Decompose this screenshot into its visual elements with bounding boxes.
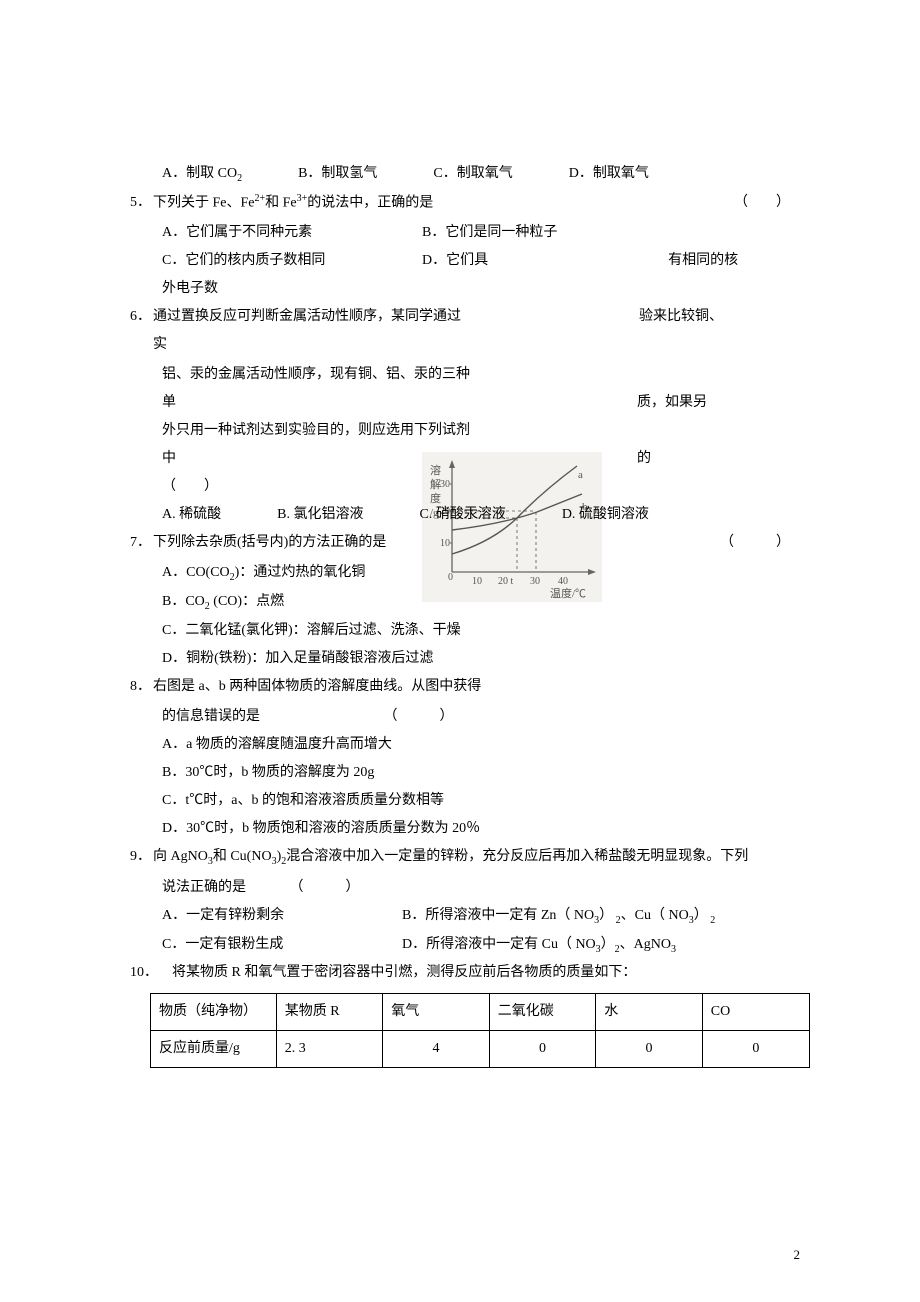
q9-option-b: B．所得溶液中一定有 Zn（ NO3） 2、Cu（ NO3） 2 [402, 902, 715, 931]
q10-table: 物质（纯净物） 某物质 R 氧气 二氧化碳 水 CO 反应前质量/g 2. 3 … [150, 993, 810, 1068]
q5-option-d: D．它们具有相同的核 [422, 247, 682, 275]
q7-option-a: A．CO(CO2)：通过灼热的氧化铜 [130, 559, 810, 588]
q5-option-b: B．它们是同一种粒子 [422, 219, 682, 247]
q9-blank: （ ） [290, 880, 360, 895]
q7-stem: 下列除去杂质(括号内)的方法正确的是 [153, 529, 386, 557]
td-co: 0 [702, 1031, 809, 1068]
q8-number: 8． [130, 673, 151, 701]
th-substance: 物质（纯净物） [151, 994, 277, 1031]
q8-option-c: C．t℃时，a、b 的饱和溶液溶质质量分数相等 [130, 787, 810, 815]
q7-blank: （ ） [720, 529, 810, 557]
question-9: 9． 向 AgNO3和 Cu(NO3)2混合溶液中加入一定量的锌粉，充分反应后再… [130, 843, 810, 959]
th-o2: 氧气 [383, 994, 490, 1031]
q4-option-d: D．制取氧气 [569, 160, 649, 189]
td-co2: 0 [489, 1031, 596, 1068]
q7-option-b: B．CO2 (CO)：点燃 [130, 588, 810, 617]
q8-option-a: A．a 物质的溶解度随温度升高而增大 [130, 731, 810, 759]
q6-option-c: C. 硝酸汞溶液 [419, 501, 505, 529]
q6-option-d: D. 硫酸铜溶液 [562, 501, 649, 529]
table-row-before: 反应前质量/g 2. 3 4 0 0 0 [151, 1031, 810, 1068]
q8-blank: （ ） [384, 709, 454, 724]
q4-option-a: A．制取 CO2 [162, 160, 242, 189]
q5-stem: 下列关于 Fe、Fe2+和 Fe3+的说法中，正确的是 [153, 189, 734, 218]
th-h2o: 水 [596, 994, 703, 1031]
q6-blank: （ ） [130, 473, 810, 501]
page-number: 2 [794, 1242, 801, 1268]
q8-stem-2: 的信息错误的是 [162, 709, 260, 724]
q4-options: A．制取 CO2 B．制取氢气 C．制取氧气 D．制取氧气 [130, 160, 810, 189]
q8-stem-1: 右图是 a、b 两种固体物质的溶解度曲线。从图中获得 [153, 673, 481, 701]
th-co2: 二氧化碳 [489, 994, 596, 1031]
q9-option-d: D．所得溶液中一定有 Cu（ NO3）2、AgNO3 [402, 931, 676, 960]
question-6: 6． 通过置换反应可判断金属活动性顺序，某同学通过实 验来比较铜、 铝、汞的金属… [130, 303, 810, 529]
q9-stem-1: 向 AgNO3和 Cu(NO3)2混合溶液中加入一定量的锌粉，充分反应后再加入稀… [153, 843, 748, 872]
q8-option-d: D．30℃时，b 物质饱和溶液的溶质质量分数为 20％ [130, 815, 810, 843]
td-h2o: 0 [596, 1031, 703, 1068]
q4-option-b: B．制取氢气 [298, 160, 377, 189]
q5-option-a: A．它们属于不同种元素 [162, 219, 422, 247]
q5-option-c: C．它们的核内质子数相同 [162, 247, 422, 275]
td-label: 反应前质量/g [151, 1031, 277, 1068]
q5-option-d-tail: 外电子数 [130, 275, 810, 303]
q9-number: 9． [130, 843, 151, 872]
q9-option-c: C．一定有银粉生成 [162, 931, 402, 960]
q10-number: 10． [130, 959, 158, 987]
q5-blank: （ ） [734, 189, 810, 218]
q6-number: 6． [130, 303, 151, 359]
q10-stem: 将某物质 R 和氧气置于密闭容器中引燃，测得反应前后各物质的质量如下： [172, 959, 636, 987]
q7-option-c: C．二氧化锰(氯化钾)：溶解后过滤、洗涤、干燥 [130, 617, 810, 645]
q9-option-a: A．一定有锌粉剩余 [162, 902, 402, 931]
q5-number: 5． [130, 189, 151, 218]
table-header-row: 物质（纯净物） 某物质 R 氧气 二氧化碳 水 CO [151, 994, 810, 1031]
question-5: 5． 下列关于 Fe、Fe2+和 Fe3+的说法中，正确的是 （ ） A．它们属… [130, 189, 810, 304]
td-o2: 4 [383, 1031, 490, 1068]
q9-stem-2: 说法正确的是 [162, 880, 246, 895]
question-10: 10． 将某物质 R 和氧气置于密闭容器中引燃，测得反应前后各物质的质量如下： … [130, 959, 810, 1068]
td-r: 2. 3 [276, 1031, 383, 1068]
q7-option-d: D．铜粉(铁粉)：加入足量硝酸银溶液后过滤 [130, 645, 810, 673]
q6-option-a: A. 稀硫酸 [162, 501, 221, 529]
q7-number: 7． [130, 529, 151, 557]
question-8: 8． 右图是 a、b 两种固体物质的溶解度曲线。从图中获得 的信息错误的是 （ … [130, 673, 810, 843]
q4-option-c: C．制取氧气 [433, 160, 512, 189]
question-7: 7． 下列除去杂质(括号内)的方法正确的是 （ ） A．CO(CO2)：通过灼热… [130, 529, 810, 673]
th-r: 某物质 R [276, 994, 383, 1031]
q6-option-b: B. 氯化铝溶液 [277, 501, 363, 529]
q8-option-b: B．30℃时，b 物质的溶解度为 20g [130, 759, 810, 787]
th-co: CO [702, 994, 809, 1031]
